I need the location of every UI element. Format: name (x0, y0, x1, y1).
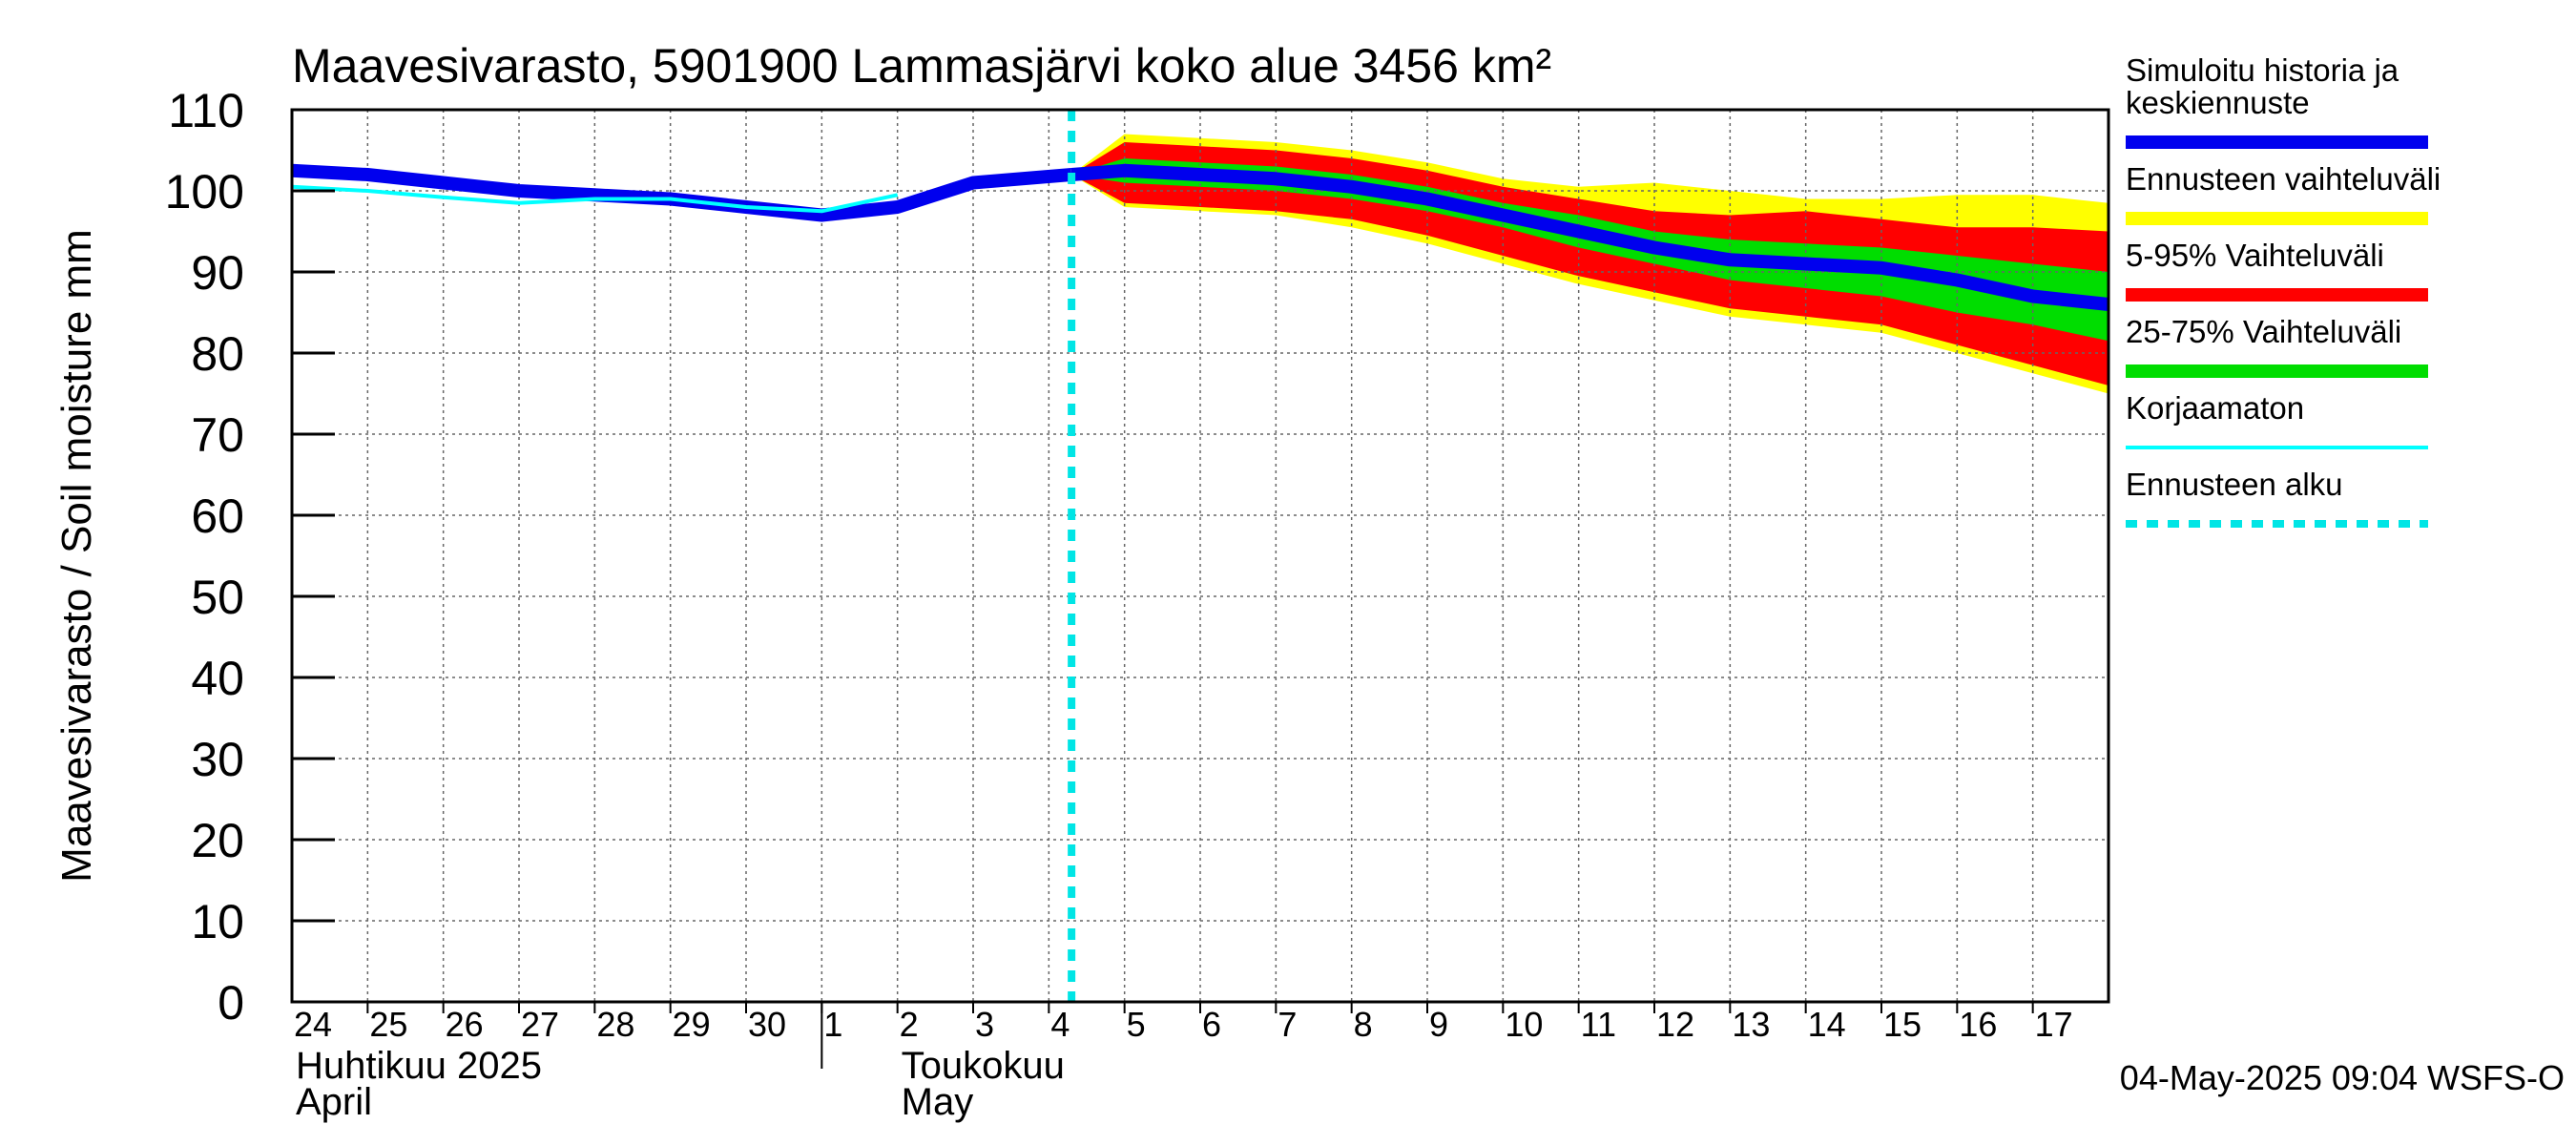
x-tick-label: 17 (2035, 1005, 2073, 1044)
y-tick-label: 70 (191, 408, 244, 462)
legend-label: Korjaamaton (2126, 390, 2304, 426)
forecast-median-line (1070, 163, 2109, 311)
chart-title: Maavesivarasto, 5901900 Lammasjärvi koko… (292, 39, 1551, 93)
y-tick-label: 110 (168, 84, 244, 137)
x-tick-label: 8 (1354, 1005, 1373, 1044)
legend-label: Ennusteen vaihteluväli (2126, 161, 2441, 197)
x-tick-label: 24 (294, 1005, 332, 1044)
x-tick-label: 9 (1429, 1005, 1448, 1044)
x-tick-label: 11 (1581, 1005, 1616, 1044)
series-lines (291, 110, 2109, 1002)
x-tick-label: 10 (1505, 1005, 1543, 1044)
legend-label: Ennusteen alku (2126, 467, 2343, 502)
y-tick-label: 80 (191, 327, 244, 381)
x-tick-label: 6 (1202, 1005, 1221, 1044)
legend-label: keskiennuste (2126, 85, 2310, 120)
x-tick-label: 14 (1808, 1005, 1846, 1044)
x-tick-label: 26 (446, 1005, 484, 1044)
x-tick-label: 12 (1656, 1005, 1694, 1044)
x-tick-label: 2 (900, 1005, 919, 1044)
uncorrected-line (291, 184, 899, 214)
y-tick-label: 0 (218, 976, 244, 1030)
x-tick-label: 27 (521, 1005, 559, 1044)
band-5-95 (1071, 142, 2109, 385)
timestamp: 04-May-2025 09:04 WSFS-O (2120, 1058, 2565, 1097)
x-tick-label: 28 (596, 1005, 634, 1044)
month-label-en: April (296, 1081, 372, 1123)
y-tick-label: 60 (191, 489, 244, 543)
y-tick-label: 100 (165, 165, 244, 219)
band-25-75 (1071, 158, 2109, 342)
x-tick-label: 1 (823, 1005, 842, 1044)
legend-label: Simuloitu historia ja (2126, 52, 2399, 88)
x-tick-label: 5 (1127, 1005, 1146, 1044)
month-label: Huhtikuu 2025 (296, 1045, 542, 1087)
y-tick-label: 10 (191, 895, 244, 948)
y-tick-label: 50 (191, 571, 244, 624)
y-tick-label: 30 (191, 733, 244, 786)
legend-label: 5-95% Vaihteluväli (2126, 238, 2384, 273)
x-tick-label: 7 (1278, 1005, 1297, 1044)
legend-label: 25-75% Vaihteluväli (2126, 314, 2401, 349)
y-tick-label: 90 (191, 246, 244, 300)
forecast-bands (1071, 134, 2109, 394)
month-label: Toukokuu (902, 1045, 1065, 1087)
x-tick-label: 16 (1959, 1005, 1997, 1044)
axes (290, 108, 2110, 1069)
y-tick-label: 40 (191, 652, 244, 705)
grid-lines (292, 110, 2109, 1002)
x-tick-label: 4 (1050, 1005, 1070, 1044)
x-tick-label: 30 (748, 1005, 786, 1044)
x-tick-label: 29 (673, 1005, 711, 1044)
y-axis-label: Maavesivarasto / Soil moisture mm (53, 229, 100, 883)
y-tick-label: 20 (191, 814, 244, 867)
x-tick-label: 15 (1883, 1005, 1922, 1044)
x-tick-label: 13 (1732, 1005, 1770, 1044)
x-tick-label: 3 (975, 1005, 994, 1044)
month-label-en: May (902, 1081, 974, 1123)
x-tick-label: 25 (369, 1005, 407, 1044)
